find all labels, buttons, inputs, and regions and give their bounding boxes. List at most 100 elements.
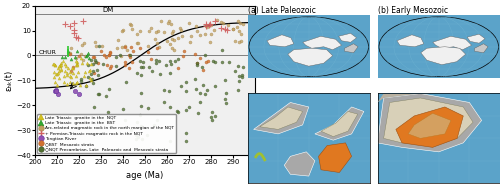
- Point: [192, 24, 200, 27]
- Point: [126, 55, 134, 58]
- Point: [128, 28, 136, 31]
- Point: [88, 55, 96, 58]
- Point: [236, 22, 244, 25]
- Point: [137, 91, 145, 94]
- Point: [82, 54, 90, 57]
- Point: [144, 107, 152, 110]
- Point: [98, 62, 106, 65]
- Point: [212, 19, 220, 22]
- Point: [80, 75, 88, 78]
- Polygon shape: [303, 36, 342, 50]
- Polygon shape: [378, 94, 420, 102]
- Point: [202, 61, 210, 64]
- Point: [128, 24, 136, 27]
- Point: [63, 82, 71, 85]
- Point: [165, 89, 173, 92]
- Point: [194, 62, 202, 65]
- Point: [190, 78, 198, 81]
- Point: [59, 59, 67, 62]
- Point: [56, 64, 64, 67]
- Point: [166, 105, 174, 108]
- Point: [112, 55, 120, 58]
- Point: [238, 73, 246, 76]
- Point: [196, 57, 204, 60]
- Point: [106, 67, 114, 70]
- Point: [73, 63, 81, 66]
- Point: [50, 71, 58, 74]
- Point: [51, 63, 59, 66]
- Point: [69, 72, 77, 75]
- Point: [174, 67, 182, 70]
- Point: [228, 27, 236, 30]
- Point: [152, 38, 160, 41]
- Point: [211, 60, 219, 63]
- Point: [177, 84, 185, 87]
- Point: [184, 21, 192, 24]
- Point: [190, 52, 198, 55]
- Point: [132, 121, 140, 124]
- Point: [90, 56, 98, 59]
- Point: [176, 29, 184, 32]
- Point: [186, 41, 194, 44]
- Point: [239, 22, 247, 25]
- Point: [84, 70, 92, 73]
- Point: [50, 75, 58, 78]
- Point: [74, 36, 82, 39]
- Point: [180, 49, 188, 52]
- Point: [166, 72, 173, 75]
- Polygon shape: [433, 36, 472, 50]
- Point: [152, 31, 160, 34]
- Point: [125, 67, 133, 70]
- Point: [57, 62, 65, 65]
- Point: [123, 49, 131, 52]
- Point: [106, 51, 114, 54]
- Point: [68, 66, 76, 69]
- Point: [174, 57, 182, 60]
- Point: [137, 65, 145, 68]
- Point: [94, 61, 102, 64]
- Point: [138, 138, 146, 141]
- Point: [114, 39, 122, 42]
- Point: [94, 92, 102, 95]
- Point: [235, 79, 243, 82]
- Point: [51, 80, 59, 83]
- Point: [52, 89, 60, 92]
- Point: [198, 66, 206, 69]
- Point: [72, 81, 80, 84]
- Point: [120, 64, 128, 67]
- Point: [87, 79, 95, 82]
- Point: [61, 56, 69, 59]
- Point: [155, 46, 163, 49]
- Point: [198, 69, 206, 72]
- Point: [162, 64, 170, 67]
- Polygon shape: [321, 111, 358, 137]
- Point: [139, 60, 147, 63]
- Point: [128, 45, 136, 48]
- Point: [54, 83, 62, 86]
- Point: [168, 46, 176, 49]
- Point: [182, 140, 190, 142]
- Point: [203, 26, 211, 29]
- Point: [60, 70, 68, 73]
- Point: [196, 101, 204, 104]
- Point: [117, 55, 125, 58]
- Point: [104, 54, 112, 57]
- Point: [146, 27, 154, 30]
- Point: [82, 84, 90, 87]
- Point: [60, 75, 68, 78]
- Point: [136, 29, 144, 32]
- Point: [218, 49, 226, 52]
- Point: [120, 45, 128, 48]
- Point: [89, 63, 97, 66]
- Point: [209, 59, 217, 62]
- Point: [82, 84, 90, 87]
- Point: [56, 64, 64, 67]
- Point: [222, 28, 230, 31]
- Polygon shape: [421, 47, 466, 65]
- Point: [164, 22, 172, 25]
- Point: [128, 61, 136, 64]
- Point: [134, 136, 142, 139]
- Point: [144, 44, 152, 47]
- Point: [64, 73, 72, 76]
- Point: [72, 60, 80, 63]
